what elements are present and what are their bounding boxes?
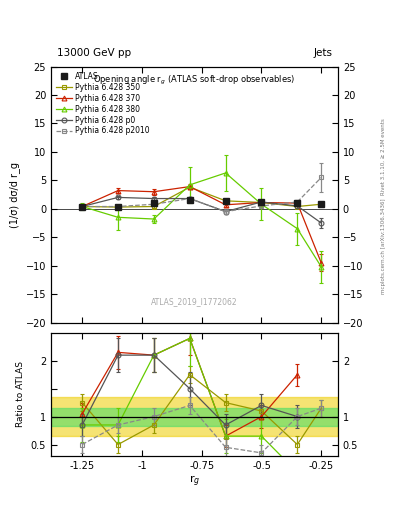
Text: mcplots.cern.ch [arXiv:1306.3436]: mcplots.cern.ch [arXiv:1306.3436] (381, 198, 386, 293)
Text: ATLAS_2019_I1772062: ATLAS_2019_I1772062 (151, 297, 238, 307)
Text: Jets: Jets (313, 48, 332, 58)
Text: Opening angle r$_g$ (ATLAS soft-drop observables): Opening angle r$_g$ (ATLAS soft-drop obs… (94, 74, 296, 88)
Text: 13000 GeV pp: 13000 GeV pp (57, 48, 131, 58)
Y-axis label: (1/σ) dσ/d r_g: (1/σ) dσ/d r_g (9, 162, 20, 227)
Y-axis label: Ratio to ATLAS: Ratio to ATLAS (16, 361, 25, 427)
X-axis label: r$_g$: r$_g$ (189, 473, 200, 489)
Legend: ATLAS, Pythia 6.428 350, Pythia 6.428 370, Pythia 6.428 380, Pythia 6.428 p0, Py: ATLAS, Pythia 6.428 350, Pythia 6.428 37… (55, 70, 151, 137)
Text: Rivet 3.1.10, ≥ 2.5M events: Rivet 3.1.10, ≥ 2.5M events (381, 118, 386, 195)
